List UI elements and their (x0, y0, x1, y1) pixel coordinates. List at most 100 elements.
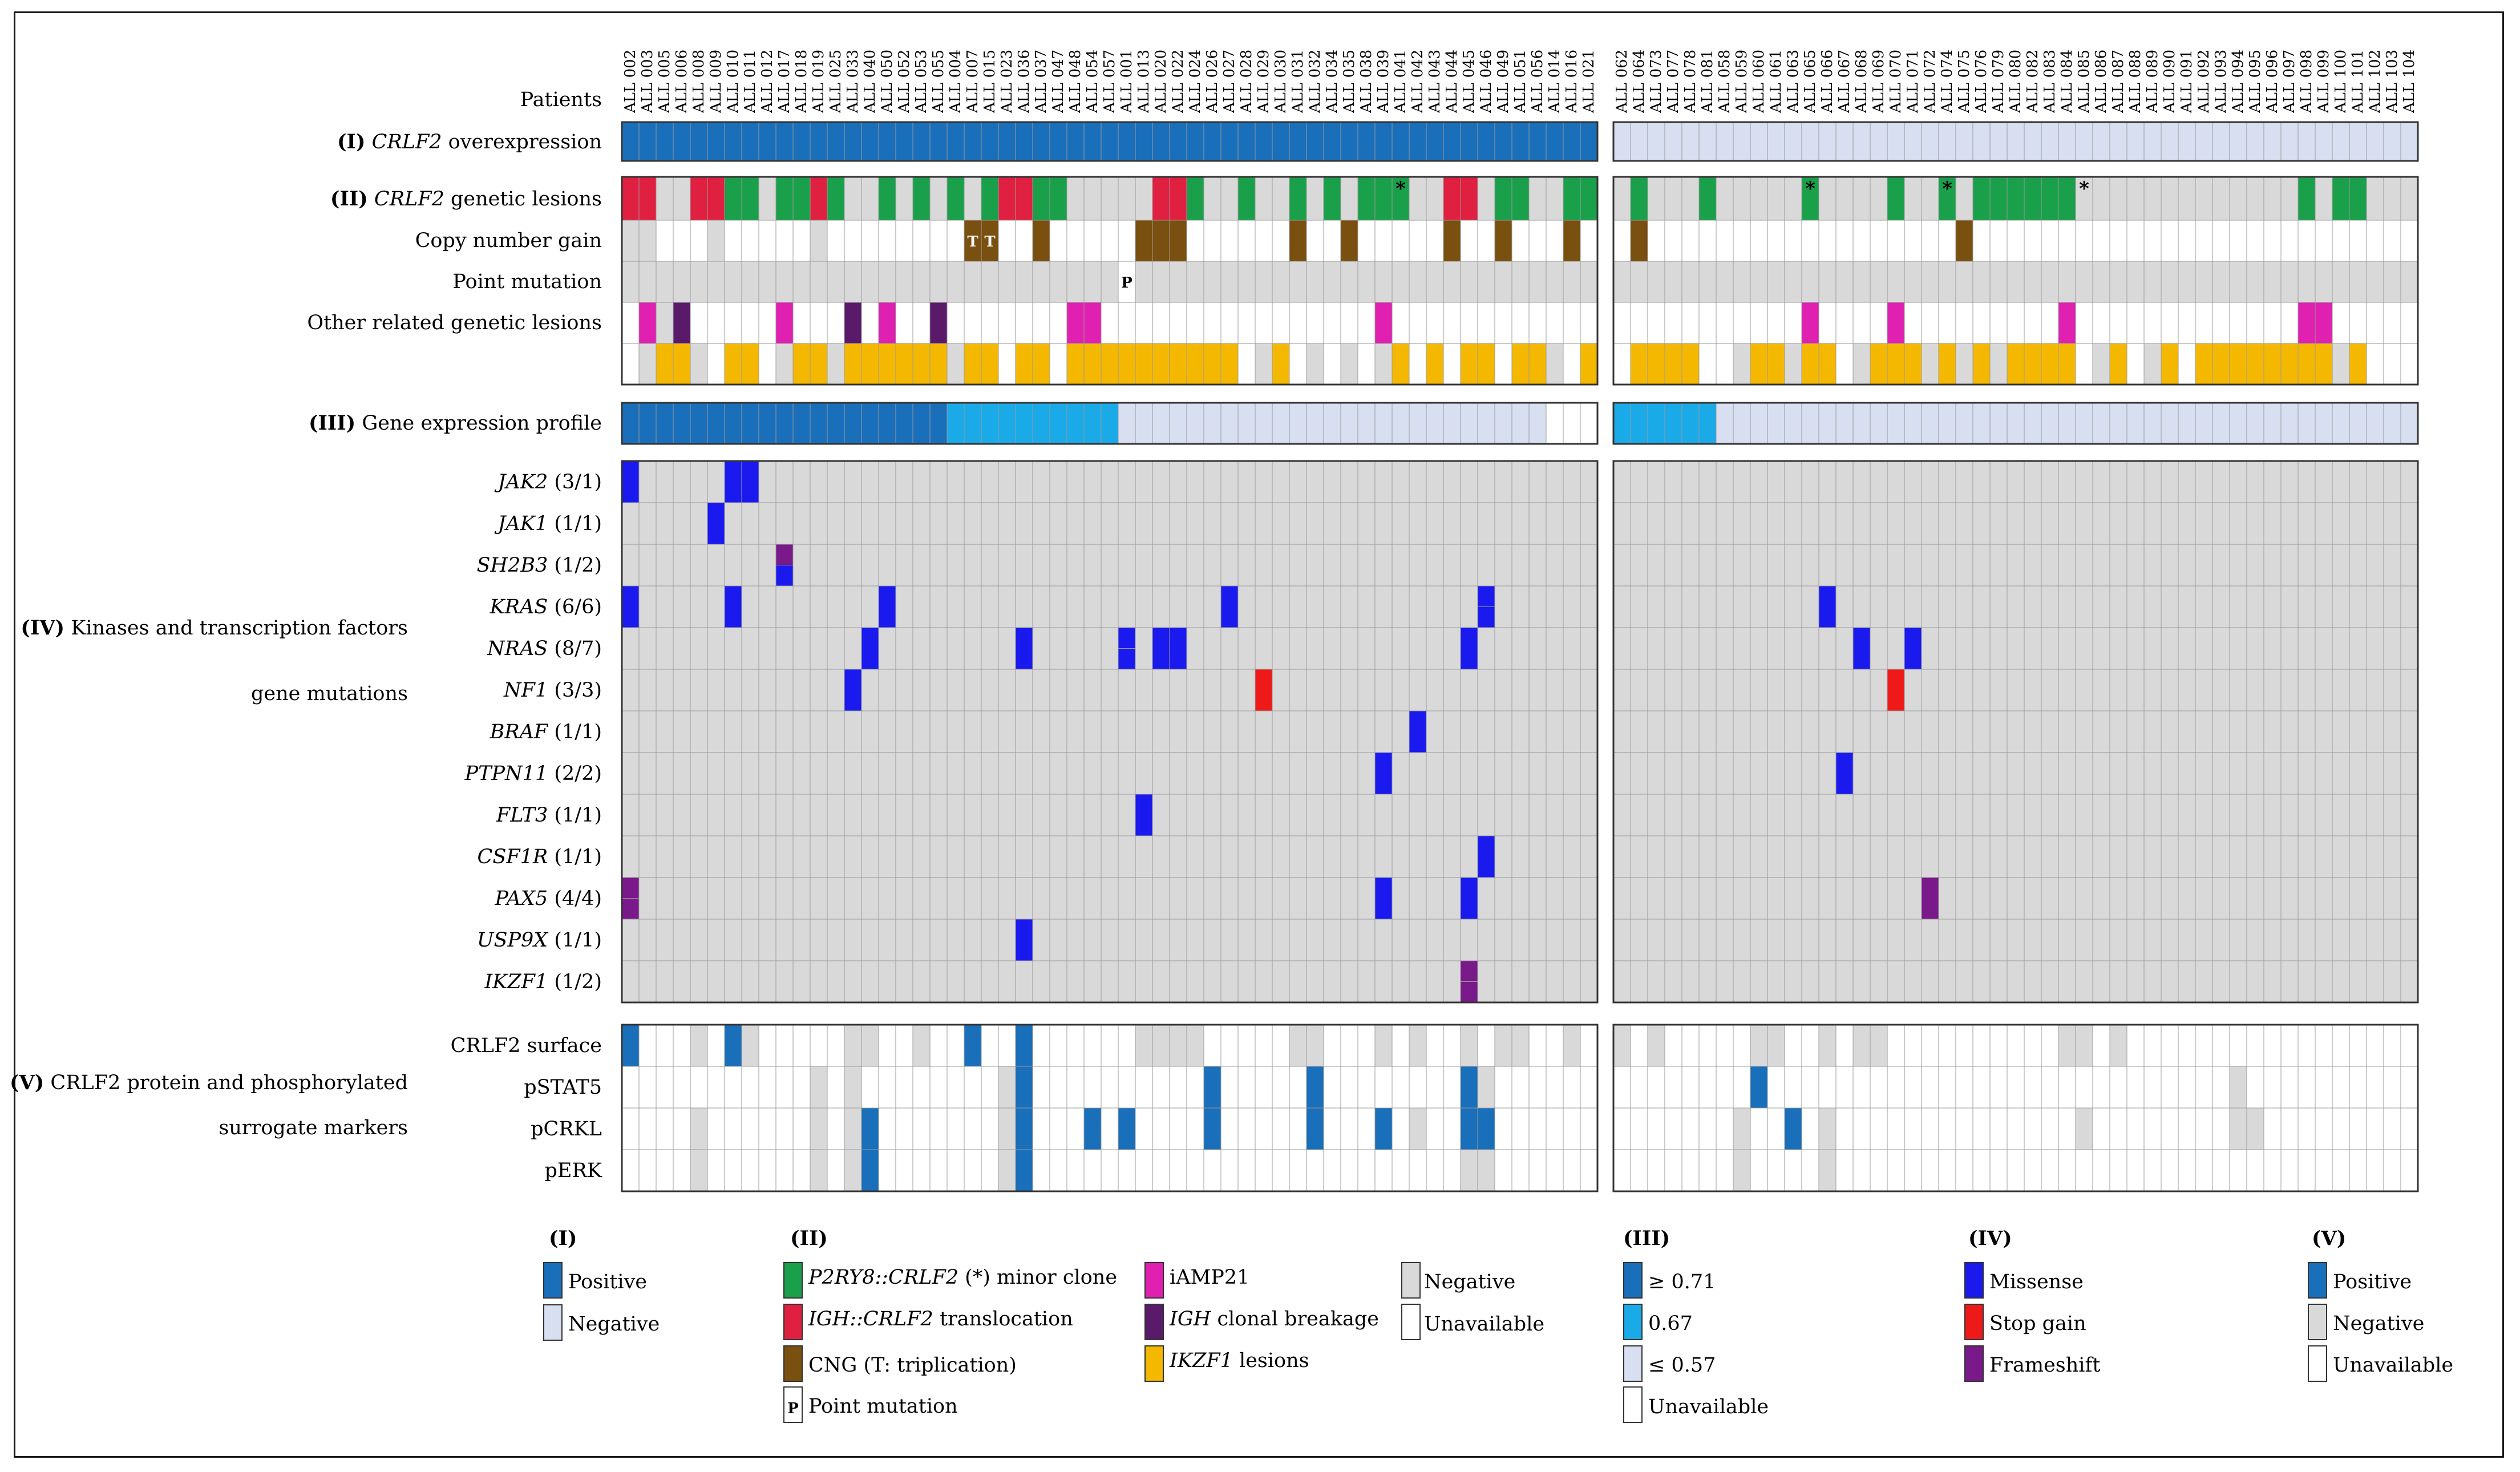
section-ii-frame (621, 176, 1599, 386)
other-lesion-cell (1323, 302, 1341, 344)
mutation-cell (810, 710, 828, 753)
mutation-cell (1477, 960, 1495, 1003)
mutation-cell (844, 502, 862, 545)
gep-cell (810, 402, 828, 444)
mutation-cell (2349, 794, 2367, 836)
protein-cell (1203, 1107, 1221, 1150)
mutation-cell (912, 585, 931, 628)
mutation-cell (1904, 794, 1922, 836)
copy-gain-cell (1989, 220, 2008, 262)
protein-cell (2366, 1107, 2384, 1150)
mutation-cell (998, 710, 1016, 753)
label-text: iAMP21 (1170, 1266, 1250, 1289)
mutation-cell (1426, 960, 1444, 1003)
mutation-cell (2058, 627, 2076, 670)
crlf2-lesion-cell (656, 176, 674, 221)
protein-cell (1989, 1107, 2008, 1150)
copy-gain-cell (1340, 220, 1358, 262)
mutation-cell (861, 919, 879, 961)
mutation-cell (2195, 585, 2213, 628)
ikzf1-lesion-cell (1818, 343, 1837, 385)
legend-ii-head: (II) (790, 1227, 828, 1250)
overexpression-cell (810, 122, 828, 161)
protein-cell (2075, 1149, 2093, 1192)
protein-cell (673, 1149, 691, 1192)
mutation-cell (912, 544, 931, 587)
mutation-cell (1374, 794, 1393, 836)
mutation-cell (1255, 710, 1273, 753)
mutation-cell (1921, 585, 1939, 628)
mutation-cell (1357, 710, 1376, 753)
mutation-cell (2092, 710, 2110, 753)
mutation-cell (1255, 585, 1273, 628)
protein-cell (1477, 1024, 1495, 1067)
patient-id: ALL 022 (1170, 49, 1187, 113)
protein-cell (1767, 1107, 1785, 1150)
mutation-cell (1494, 835, 1512, 878)
point-mutation-mark: P (1121, 274, 1132, 292)
mutation-cell (1733, 835, 1751, 878)
mutation-cell (1801, 669, 1819, 711)
mutation-cell (1904, 710, 1922, 753)
mutation-cell (1972, 835, 1991, 878)
mutation-cell (2109, 752, 2127, 795)
copy-gain-cell (1563, 220, 1581, 262)
mutation-cell (2092, 502, 2110, 545)
mutation-cell (1528, 502, 1547, 545)
mutation-cell (1870, 544, 1888, 587)
mutation-cell (1374, 460, 1393, 503)
mutation-cell (1374, 960, 1393, 1003)
mutation-cell (1887, 460, 1905, 503)
mutation-cell (621, 585, 640, 628)
mutation-cell (724, 835, 742, 878)
mutation-cell (1955, 502, 1973, 545)
overexpression-cell (1716, 122, 1734, 161)
legend-label: Frameshift (1989, 1356, 2101, 1376)
gep-cell (1409, 402, 1427, 444)
mutation-cell (1032, 752, 1050, 795)
mutation-cell (844, 752, 862, 795)
protein-cell (1784, 1066, 1802, 1109)
ikzf1-lesion-cell (1272, 343, 1290, 385)
mutation-cell (1835, 919, 1854, 961)
mutation-cell (946, 794, 965, 836)
mutation-cell (1511, 669, 1530, 711)
mutation-cell (1835, 460, 1854, 503)
gep-cell (946, 402, 965, 444)
copy-gain-cell (827, 220, 845, 262)
mutation-cell (1443, 919, 1461, 961)
other-lesion-cell (1528, 302, 1547, 344)
mutation-cell (1818, 460, 1837, 503)
protein-cell (827, 1107, 845, 1150)
point-mutation-cell (2109, 261, 2127, 303)
crlf2-lesion-cell (1066, 176, 1085, 221)
ikzf1-lesion-cell (690, 343, 708, 385)
mutation-cell (758, 544, 776, 587)
mutation-cell (2366, 877, 2384, 920)
protein-cell (998, 1149, 1016, 1192)
mutation-cell (1101, 669, 1119, 711)
mutation-cell (2229, 919, 2247, 961)
mutation-cell (1237, 502, 1256, 545)
point-mutation-cell (1203, 261, 1221, 303)
overexpression-cell (1323, 122, 1341, 161)
mutation-cell (878, 669, 896, 711)
mutation-cell (1613, 877, 1631, 920)
mutation-cell (1955, 960, 1973, 1003)
mutation-cell (1118, 877, 1136, 920)
ikzf1-lesion-cell (758, 343, 776, 385)
crlf2-lesion-cell (1921, 176, 1939, 221)
mutation-cell (1835, 710, 1854, 753)
copy-gain-cell (895, 220, 913, 262)
copy-gain-cell (1955, 220, 1973, 262)
protein-cell (1289, 1066, 1307, 1109)
ikzf1-lesion-cell (844, 343, 862, 385)
ikzf1-lesion-cell (792, 343, 811, 385)
gep-cell (1323, 402, 1341, 444)
mutation-cell (1220, 669, 1239, 711)
protein-cell (2041, 1024, 2059, 1067)
other-lesion-cell (2109, 302, 2127, 344)
overexpression-cell (2332, 122, 2350, 161)
overexpression-cell (998, 122, 1016, 161)
mutation-cell (1989, 835, 2008, 878)
